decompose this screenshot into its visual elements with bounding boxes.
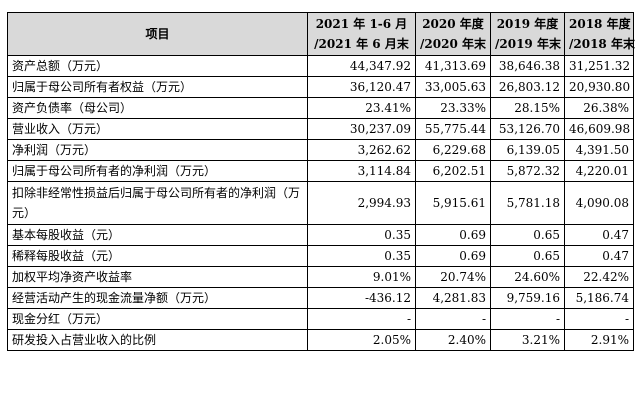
cell-value: 4,220.01 <box>564 160 634 182</box>
cell-value: 0.35 <box>307 245 416 267</box>
cell-value: 24.60% <box>490 266 565 288</box>
cell-value: 0.65 <box>490 245 565 267</box>
cell-value: - <box>415 308 491 330</box>
row-label: 稀释每股收益（元） <box>7 245 308 267</box>
header-period-2020: 2020 年度 /2020 年末 <box>415 12 491 56</box>
cell-value: 38,646.38 <box>490 55 565 77</box>
cell-value: 4,090.08 <box>564 181 634 225</box>
table-row: 归属于母公司所有者权益（万元） 36,120.47 33,005.63 26,8… <box>7 76 634 98</box>
table-row: 营业收入（万元） 30,237.09 55,775.44 53,126.70 4… <box>7 118 634 140</box>
table-row: 资产总额（万元） 44,347.92 41,313.69 38,646.38 3… <box>7 55 634 77</box>
table-row: 现金分红（万元） - - - - <box>7 308 634 330</box>
cell-value: 0.35 <box>307 224 416 246</box>
header-period-2019: 2019 年度 /2019 年末 <box>490 12 565 56</box>
row-label: 扣除非经常性损益后归属于母公司所有者的净利润（万元） <box>7 181 308 225</box>
cell-value: 2.05% <box>307 329 416 351</box>
cell-value: 4,391.50 <box>564 139 634 161</box>
cell-value: 44,347.92 <box>307 55 416 77</box>
header-period-line1: 2018 年度 <box>569 17 631 31</box>
cell-value: 23.41% <box>307 97 416 119</box>
table-row: 研发投入占营业收入的比例 2.05% 2.40% 3.21% 2.91% <box>7 329 634 351</box>
cell-value: - <box>307 308 416 330</box>
cell-value: 6,229.68 <box>415 139 491 161</box>
cell-value: 46,609.98 <box>564 118 634 140</box>
cell-value: 3,114.84 <box>307 160 416 182</box>
header-period-2021h1: 2021 年 1-6 月 /2021 年 6 月末 <box>307 12 416 56</box>
cell-value: 3,262.62 <box>307 139 416 161</box>
row-label: 研发投入占营业收入的比例 <box>7 329 308 351</box>
row-label: 现金分红（万元） <box>7 308 308 330</box>
row-label: 基本每股收益（元） <box>7 224 308 246</box>
cell-value: 55,775.44 <box>415 118 491 140</box>
cell-value: 0.69 <box>415 224 491 246</box>
row-label: 资产负债率（母公司） <box>7 97 308 119</box>
cell-value: 3.21% <box>490 329 565 351</box>
cell-value: 26.38% <box>564 97 634 119</box>
cell-value: - <box>490 308 565 330</box>
cell-value: 53,126.70 <box>490 118 565 140</box>
table-row: 资产负债率（母公司） 23.41% 23.33% 28.15% 26.38% <box>7 97 634 119</box>
header-period-line2: /2019 年末 <box>495 37 561 51</box>
cell-value: 26,803.12 <box>490 76 565 98</box>
cell-value: - <box>564 308 634 330</box>
cell-value: 30,237.09 <box>307 118 416 140</box>
cell-value: 23.33% <box>415 97 491 119</box>
financial-summary-table: 项目 2021 年 1-6 月 /2021 年 6 月末 2020 年度 /20… <box>7 12 635 351</box>
header-period-line2: /2018 年末 <box>569 37 635 51</box>
row-label: 加权平均净资产收益率 <box>7 266 308 288</box>
header-period-line1: 2021 年 1-6 月 <box>315 17 408 31</box>
row-label: 净利润（万元） <box>7 139 308 161</box>
header-period-line1: 2020 年度 <box>422 17 484 31</box>
header-period-line2: /2020 年末 <box>420 37 486 51</box>
cell-value: 9.01% <box>307 266 416 288</box>
cell-value: 0.47 <box>564 245 634 267</box>
row-label: 归属于母公司所有者权益（万元） <box>7 76 308 98</box>
table-row: 扣除非经常性损益后归属于母公司所有者的净利润（万元） 2,994.93 5,91… <box>7 181 634 225</box>
header-period-2018: 2018 年度 /2018 年末 <box>564 12 635 56</box>
cell-value: 0.69 <box>415 245 491 267</box>
table-row: 加权平均净资产收益率 9.01% 20.74% 24.60% 22.42% <box>7 266 634 288</box>
row-label: 经营活动产生的现金流量净额（万元） <box>7 287 308 309</box>
cell-value: 5,781.18 <box>490 181 565 225</box>
header-period-line2: /2021 年 6 月末 <box>314 37 409 51</box>
cell-value: 36,120.47 <box>307 76 416 98</box>
cell-value: 2.40% <box>415 329 491 351</box>
cell-value: 22.42% <box>564 266 634 288</box>
cell-value: 20,930.80 <box>564 76 634 98</box>
cell-value: 28.15% <box>490 97 565 119</box>
cell-value: 6,202.51 <box>415 160 491 182</box>
cell-value: 41,313.69 <box>415 55 491 77</box>
cell-value: 2,994.93 <box>307 181 416 225</box>
financial-summary-table-container: 项目 2021 年 1-6 月 /2021 年 6 月末 2020 年度 /20… <box>7 12 635 351</box>
row-label: 资产总额（万元） <box>7 55 308 77</box>
header-period-line1: 2019 年度 <box>496 17 559 31</box>
table-row: 经营活动产生的现金流量净额（万元） -436.12 4,281.83 9,759… <box>7 287 634 309</box>
cell-value: 2.91% <box>564 329 634 351</box>
row-label: 归属于母公司所有者的净利润（万元） <box>7 160 308 182</box>
cell-value: 0.65 <box>490 224 565 246</box>
cell-value: 6,139.05 <box>490 139 565 161</box>
cell-value: 5,186.74 <box>564 287 634 309</box>
cell-value: 33,005.63 <box>415 76 491 98</box>
table-row: 净利润（万元） 3,262.62 6,229.68 6,139.05 4,391… <box>7 139 634 161</box>
table-row: 归属于母公司所有者的净利润（万元） 3,114.84 6,202.51 5,87… <box>7 160 634 182</box>
cell-value: 9,759.16 <box>490 287 565 309</box>
header-item: 项目 <box>7 12 308 56</box>
table-row: 稀释每股收益（元） 0.35 0.69 0.65 0.47 <box>7 245 634 267</box>
table-header-row: 项目 2021 年 1-6 月 /2021 年 6 月末 2020 年度 /20… <box>7 12 635 56</box>
cell-value: -436.12 <box>307 287 416 309</box>
cell-value: 31,251.32 <box>564 55 634 77</box>
cell-value: 5,872.32 <box>490 160 565 182</box>
cell-value: 4,281.83 <box>415 287 491 309</box>
cell-value: 5,915.61 <box>415 181 491 225</box>
cell-value: 20.74% <box>415 266 491 288</box>
cell-value: 0.47 <box>564 224 634 246</box>
row-label: 营业收入（万元） <box>7 118 308 140</box>
table-row: 基本每股收益（元） 0.35 0.69 0.65 0.47 <box>7 224 634 246</box>
